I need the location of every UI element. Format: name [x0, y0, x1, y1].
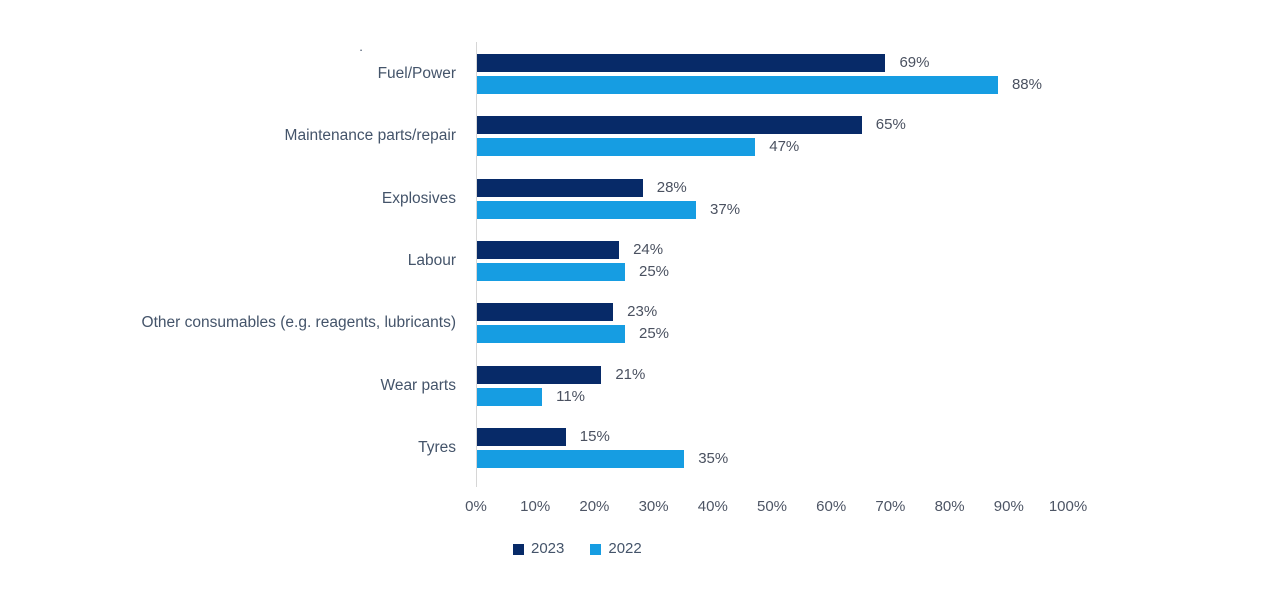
chart-legend: 2023 2022 [513, 541, 642, 557]
x-tick-label: 80% [934, 498, 965, 515]
x-tick-label: 10% [520, 498, 551, 515]
x-tick-label: 0% [465, 498, 487, 515]
bar-2022 [477, 138, 756, 157]
bar-2022 [477, 325, 625, 344]
value-label-2023: 69% [899, 54, 930, 71]
x-tick-label: 70% [875, 498, 906, 515]
value-label-2023: 28% [656, 178, 687, 196]
value-label-2022: 37% [710, 200, 741, 218]
category-label: Tyres [418, 438, 456, 456]
value-label-2022: 47% [769, 138, 800, 156]
x-tick-label: 20% [579, 498, 610, 515]
category-label: Other consumables (e.g. reagents, lubric… [141, 314, 456, 332]
value-label-2023: 23% [627, 303, 658, 321]
x-tick-label: 90% [993, 498, 1024, 515]
x-tick-label: 40% [697, 498, 728, 515]
bar-2022 [477, 76, 998, 94]
category-label: Labour [407, 251, 456, 269]
bar-2022 [477, 449, 685, 468]
legend-item-2022: 2022 [590, 540, 642, 557]
bar-2023 [477, 365, 602, 384]
value-label-2023: 21% [615, 365, 646, 383]
legend-label-2023: 2023 [531, 540, 565, 557]
value-label-2022: 11% [556, 387, 586, 405]
x-tick-label: 30% [638, 498, 669, 515]
bar-2023 [477, 427, 566, 446]
legend-item-2023: 2023 [513, 541, 564, 557]
bar-2022 [477, 200, 697, 219]
legend-swatch-2022 [590, 543, 602, 555]
category-label: Wear parts [380, 376, 456, 394]
value-label-2023: 24% [633, 240, 664, 258]
bar-2023 [477, 54, 886, 72]
y-axis-line [476, 42, 477, 487]
category-label: Fuel/Power [377, 65, 456, 82]
value-label-2022: 35% [698, 449, 729, 467]
value-label-2022: 25% [639, 325, 670, 343]
chart-title-dot: . [359, 39, 363, 54]
value-label-2023: 65% [875, 116, 906, 134]
bar-2023 [477, 178, 643, 197]
bar-2023 [477, 116, 862, 135]
x-tick-label: 60% [816, 498, 847, 515]
x-tick-label: 100% [1048, 498, 1088, 515]
bar-2022 [477, 262, 625, 281]
category-label: Explosives [381, 189, 456, 207]
category-label: Maintenance parts/repair [284, 127, 456, 145]
legend-swatch-2023 [513, 543, 524, 555]
x-tick-label: 50% [756, 498, 788, 515]
bar-2023 [477, 303, 614, 322]
value-label-2022: 25% [639, 262, 670, 280]
bar-2023 [477, 240, 620, 259]
legend-label-2022: 2022 [608, 540, 642, 557]
value-label-2022: 88% [1011, 76, 1042, 93]
value-label-2023: 15% [579, 427, 610, 445]
bar-2022 [477, 387, 543, 406]
